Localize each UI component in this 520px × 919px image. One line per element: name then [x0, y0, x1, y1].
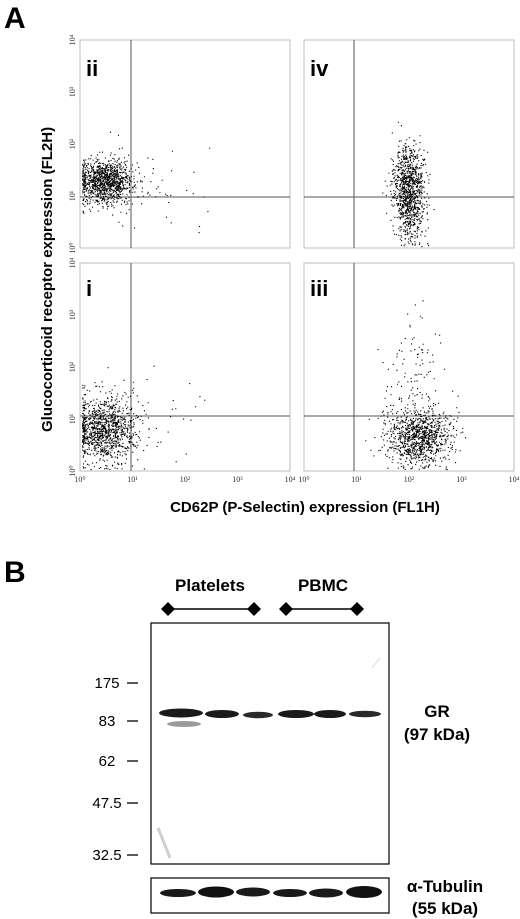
quadrant-plot-i: i — [79, 262, 291, 472]
x-axis-label: CD62P (P-Selectin) expression (FL1H) — [170, 499, 440, 516]
panel-a-letter: A — [4, 2, 26, 35]
tubulin-band-lane-3 — [236, 887, 270, 897]
tubulin-band-lane-4 — [273, 889, 307, 897]
x-tick-labels: 10⁰ 10¹ 10² 10³ 10⁴ — [298, 475, 519, 484]
blot-frame-gr — [150, 622, 390, 865]
event-dots — [82, 131, 211, 234]
x-tick-label: 10² — [404, 475, 415, 484]
blot-frame-tubulin — [150, 877, 390, 914]
tubulin-label: α-Tubulin — [407, 877, 483, 896]
x-tick-labels: 10⁰ 10¹ 10² 10³ 10⁴ — [74, 475, 295, 484]
y-axis-label: Glucocorticoid receptor expression (FL2H… — [39, 127, 56, 432]
plot-frame — [303, 39, 515, 249]
quadrant-label-iv: iv — [310, 56, 329, 81]
event-dots — [82, 365, 206, 471]
gr-band-lane-1 — [159, 708, 203, 718]
y-tick-label: 10³ — [68, 86, 77, 97]
gr-bands — [159, 708, 381, 727]
mw-marker-label: 62 — [99, 753, 116, 770]
gr-band-lane-2 — [205, 710, 239, 718]
mw-markers: 175 83 62 47.5 32.5 — [92, 675, 138, 864]
gr-kda-label: (97 kDa) — [404, 725, 470, 744]
tubulin-band-lane-6 — [346, 886, 382, 898]
x-tick-label: 10⁴ — [509, 475, 520, 484]
mw-marker-32.5: 32.5 — [92, 847, 138, 864]
y-tick-label: 10² — [68, 361, 77, 372]
quadrant-plot-ii: ii — [79, 39, 291, 249]
event-dots — [382, 121, 435, 248]
y-tick-label: 10⁴ — [68, 34, 77, 45]
group-bar-platelets — [161, 602, 261, 616]
x-tick-label: 10¹ — [127, 475, 138, 484]
plot-frame — [79, 39, 291, 249]
x-tick-label: 10⁴ — [285, 475, 296, 484]
quadrant-label-iii: iii — [310, 276, 328, 301]
mw-marker-label: 47.5 — [92, 795, 121, 812]
x-tick-label: 10³ — [232, 475, 243, 484]
y-tick-label: 10⁰ — [68, 465, 77, 476]
group-label-platelets: Platelets — [175, 576, 245, 595]
y-tick-label: 10² — [68, 138, 77, 149]
tubulin-band-lane-1 — [160, 889, 196, 897]
quadrant-plot-iii: iii — [303, 262, 515, 472]
mw-marker-label: 32.5 — [92, 847, 121, 864]
tubulin-kda-label: (55 kDa) — [412, 899, 478, 918]
tubulin-bands — [160, 886, 382, 898]
tubulin-band-lane-5 — [309, 888, 343, 898]
tubulin-band-lane-2 — [198, 886, 234, 898]
plot-frame — [303, 262, 515, 472]
y-tick-labels: 10⁰ 10¹ 10² 10³ 10⁴ — [68, 34, 77, 253]
gr-band-lane-6 — [349, 710, 381, 718]
x-tick-label: 10⁰ — [298, 475, 309, 484]
mw-marker-62: 62 — [99, 753, 138, 770]
x-tick-label: 10² — [180, 475, 191, 484]
y-tick-label: 10³ — [68, 309, 77, 320]
panel-b-letter: B — [4, 556, 26, 589]
mw-marker-label: 175 — [94, 675, 119, 692]
x-tick-label: 10⁰ — [74, 475, 85, 484]
group-label-pbmc: PBMC — [298, 576, 348, 595]
y-tick-labels: 10⁰ 10¹ 10² 10³ 10⁴ — [68, 257, 77, 476]
x-tick-label: 10³ — [456, 475, 467, 484]
y-tick-label: 10⁴ — [68, 257, 77, 268]
mw-marker-label: 83 — [99, 713, 116, 730]
event-dots — [365, 300, 467, 471]
gr-band-lane-4 — [278, 710, 314, 718]
mw-marker-83: 83 — [99, 713, 138, 730]
x-tick-label: 10¹ — [351, 475, 362, 484]
blot-scratch — [371, 657, 381, 669]
quadrant-label-ii: ii — [86, 56, 98, 81]
quadrant-label-i: i — [86, 276, 92, 301]
gr-label: GR — [424, 702, 450, 721]
mw-marker-47.5: 47.5 — [92, 795, 138, 812]
y-tick-label: 10¹ — [68, 413, 77, 424]
y-tick-label: 10¹ — [68, 190, 77, 201]
plot-frame — [79, 262, 291, 472]
gr-band-lane-3 — [243, 711, 273, 719]
blot-smudge — [156, 827, 172, 859]
quadrant-plot-iv: iv — [303, 39, 515, 249]
mw-marker-175: 175 — [94, 675, 138, 692]
y-tick-label: 10⁰ — [68, 242, 77, 253]
gr-band-lane-1-lower — [167, 721, 201, 727]
group-bar-pbmc — [279, 602, 364, 616]
gr-band-lane-5 — [314, 710, 346, 718]
